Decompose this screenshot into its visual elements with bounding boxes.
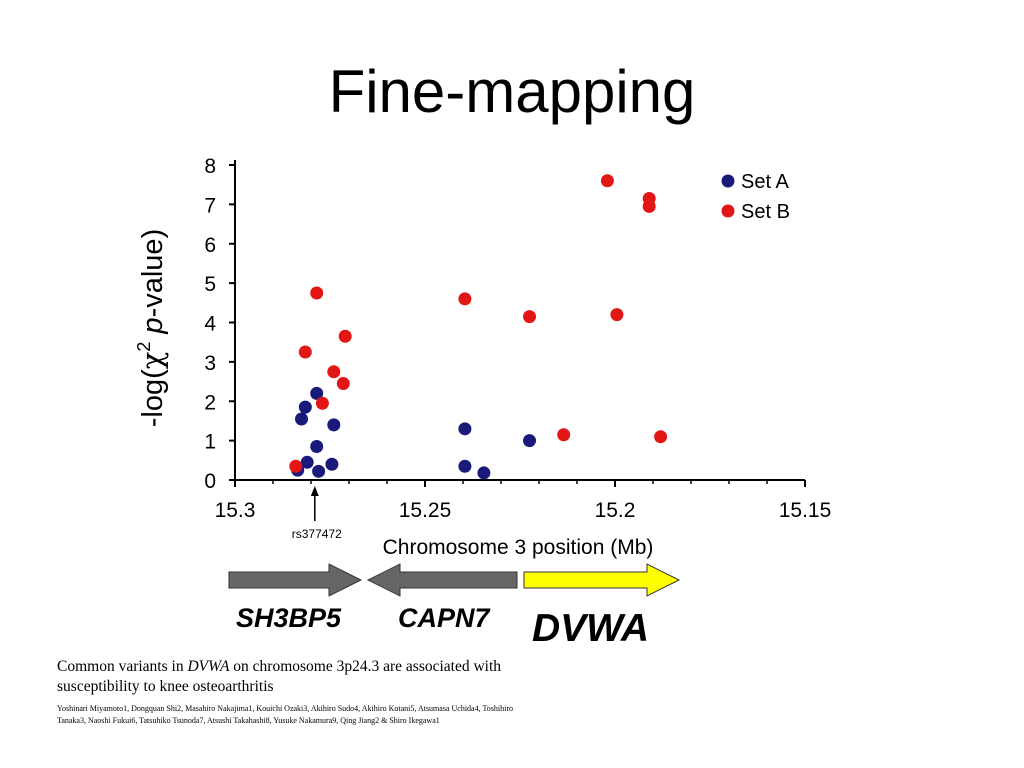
point-set-b [654,430,668,444]
point-set-b [523,310,536,324]
gene-label-sh3bp5: SH3BP5 [236,603,342,633]
gene-arrow-sh3bp5 [228,563,363,597]
citation-title: Common variants in DVWA on chromosome 3p… [57,657,527,697]
y-tick-label: 8 [204,155,216,178]
legend-marker [721,204,735,218]
y-tick-label: 4 [204,313,216,336]
point-set-b [557,428,571,442]
point-set-a [312,464,326,478]
y-label-part [137,334,169,342]
gene-arrow-capn7 [366,563,518,597]
point-set-b [336,377,350,391]
citation-authors: Yoshinari Miyamoto1, Dongquan Shi2, Masa… [57,704,513,725]
y-axis-label: -log(χ2 p-value) [134,229,169,427]
y-tick-label: 7 [204,194,216,217]
point-set-b [610,308,624,322]
slide-title: Fine-mapping [328,58,696,125]
x-tick-label: 15.3 [215,499,256,522]
point-set-b [310,286,324,300]
point-set-a [300,455,314,469]
citation-title-part: Common variants in [57,658,188,675]
legend-marker [721,174,735,188]
citation-title-gene: DVWA [187,658,230,675]
point-set-b [327,365,341,379]
y-label-part: -value) [137,229,169,318]
x-tick-label: 15.2 [595,499,636,522]
gene-arrow-dvwa [523,563,681,597]
y-tick-label: 2 [204,391,216,414]
legend-label: Set A [741,171,789,193]
point-set-b [600,174,614,188]
point-set-a [458,422,472,436]
point-set-a [325,457,339,471]
x-tick-label: 15.25 [399,499,452,522]
citation: Common variants in DVWA on chromosome 3p… [57,657,527,727]
y-label-chi: χ [135,352,169,370]
point-set-b [458,292,472,306]
y-tick-label: 3 [204,352,216,375]
gene-label-capn7: CAPN7 [398,603,490,633]
point-set-b [315,396,329,410]
annotation-arrowhead [310,486,319,496]
point-set-a [295,412,308,426]
y-tick-label: 5 [204,273,216,296]
y-label-superscript: 2 [134,342,154,352]
x-tick-label: 15.15 [779,499,832,522]
point-set-a [310,386,324,400]
x-axis-label: Chromosome 3 position (Mb) [383,536,654,559]
point-set-a [327,418,341,432]
point-set-a [458,459,472,473]
point-set-a [523,434,536,448]
point-set-b [289,459,303,473]
point-set-a [298,400,312,414]
point-set-b [338,329,352,343]
point-set-b [642,191,656,205]
legend-label: Set B [741,201,790,223]
y-label-p: p [137,317,169,334]
gene-label-dvwa: DVWA [532,607,649,650]
point-set-a [477,466,491,480]
citation-title-part: on chromosome 3p24.3 are associated with… [57,658,502,695]
point-set-b [298,345,312,359]
y-tick-label: 6 [204,234,216,257]
point-set-a [310,440,324,454]
y-label-part: -log( [137,369,169,427]
annotation-label: rs377472 [292,527,342,541]
y-tick-label: 0 [204,470,216,493]
y-tick-label: 1 [204,431,216,454]
